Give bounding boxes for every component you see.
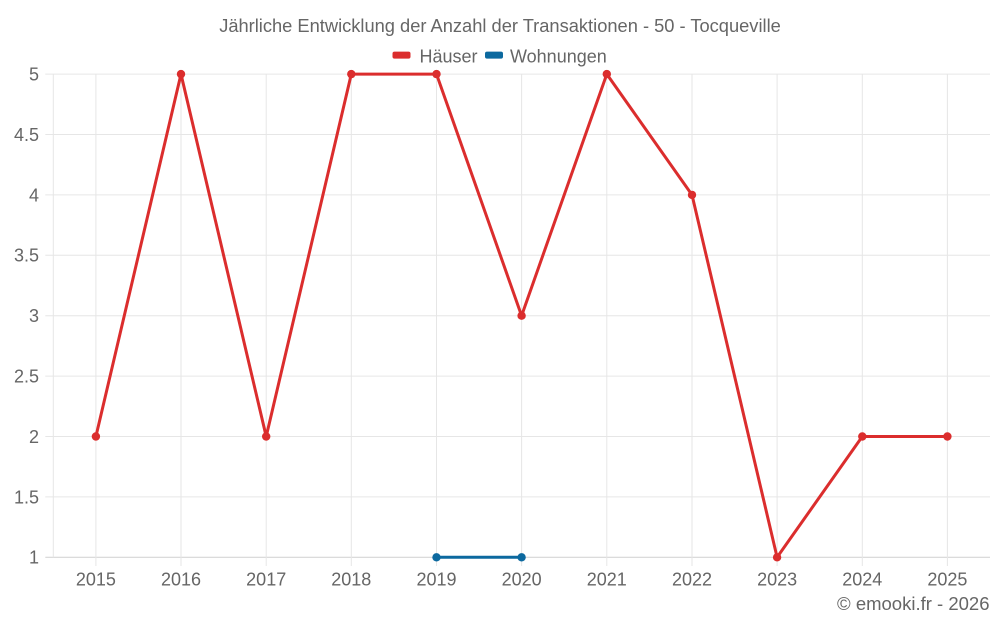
svg-text:2: 2 <box>29 427 39 447</box>
svg-text:© emooki.fr - 2026: © emooki.fr - 2026 <box>837 593 989 614</box>
svg-text:Häuser: Häuser <box>420 46 478 66</box>
svg-text:2021: 2021 <box>587 570 627 590</box>
svg-text:Jährliche Entwicklung der Anza: Jährliche Entwicklung der Anzahl der Tra… <box>219 15 781 36</box>
svg-text:1: 1 <box>29 548 39 568</box>
svg-text:3: 3 <box>29 306 39 326</box>
svg-text:2025: 2025 <box>927 570 967 590</box>
svg-text:2016: 2016 <box>161 570 201 590</box>
svg-text:Wohnungen: Wohnungen <box>510 46 607 66</box>
svg-text:2018: 2018 <box>331 570 371 590</box>
svg-text:2015: 2015 <box>76 570 116 590</box>
svg-text:2.5: 2.5 <box>14 367 39 387</box>
svg-text:1.5: 1.5 <box>14 487 39 507</box>
svg-text:2020: 2020 <box>502 570 542 590</box>
svg-text:2022: 2022 <box>672 570 712 590</box>
svg-text:2024: 2024 <box>842 570 882 590</box>
svg-text:2019: 2019 <box>416 570 456 590</box>
svg-text:2017: 2017 <box>246 570 286 590</box>
svg-text:4: 4 <box>29 185 39 205</box>
svg-text:2023: 2023 <box>757 570 797 590</box>
svg-text:3.5: 3.5 <box>14 246 39 266</box>
svg-text:5: 5 <box>29 65 39 85</box>
svg-text:4.5: 4.5 <box>14 125 39 145</box>
